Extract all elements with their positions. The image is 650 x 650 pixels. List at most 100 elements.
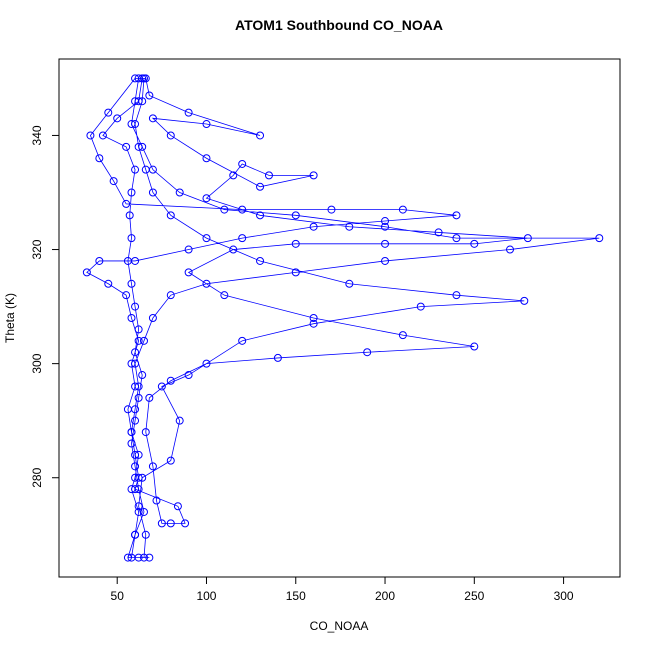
data-point [131,485,140,494]
chart-title: ATOM1 Southbound CO_NOAA [235,17,443,33]
data-point [131,530,140,539]
data-point [309,319,318,328]
data-point [434,228,443,237]
data-point [134,142,143,151]
data-point [452,211,461,220]
x-tick-label: 100 [196,589,216,603]
data-point [109,177,118,186]
data-point [309,222,318,231]
data-point [123,405,132,414]
x-axis-label: CO_NOAA [310,619,369,633]
x-tick-label: 50 [111,589,125,603]
y-tick-label: 340 [30,125,44,145]
data-point [131,165,140,174]
data-point [123,256,132,265]
x-tick-label: 300 [554,589,574,603]
data-point [523,234,532,243]
data-point [184,108,193,117]
data-point [134,502,143,511]
data-point [127,188,136,197]
data-point [134,485,143,494]
data-point [95,256,104,265]
data-point [381,239,390,248]
data-point [184,268,193,277]
data-point [264,171,273,180]
data-point [273,353,282,362]
data-point [125,211,134,220]
data-point [381,256,390,265]
x-tick-label: 150 [286,589,306,603]
data-point [229,171,238,180]
data-point [416,302,425,311]
data-point [148,314,157,322]
data-point [256,211,265,220]
data-point [470,342,479,351]
data-point [238,205,247,214]
data-point [127,120,136,129]
data-point [381,222,390,231]
data-point [291,268,300,277]
data-point [141,530,150,539]
data-point [166,211,175,220]
data-point [166,519,175,528]
data-point [131,462,140,471]
data-point [220,291,229,300]
data-point [452,291,461,300]
data-point [131,450,140,459]
x-tick-label: 250 [464,589,484,603]
data-point [173,502,182,511]
data-point [145,393,154,402]
y-tick-label: 320 [30,239,44,259]
data-point [145,553,154,562]
data-point [127,428,136,437]
data-point [202,154,211,163]
data-point [398,205,407,214]
data-point [82,268,91,277]
data-point [238,336,247,345]
data-point [229,245,238,254]
data-point [139,553,148,562]
data-point [166,291,175,300]
data-point [123,553,132,562]
data-point [595,234,604,243]
data-point [127,314,136,322]
data-point [86,131,95,140]
data-point [134,97,143,106]
data-point [181,519,190,528]
data-point [122,142,131,151]
data-point [138,74,147,83]
data-point [157,382,166,391]
data-point [148,114,157,123]
data-point [134,382,143,391]
data-point [127,359,136,368]
data-point [134,336,143,345]
data-point [113,114,122,123]
data-point [256,182,265,191]
data-point [363,348,372,357]
data-point [127,439,136,448]
plot-frame [58,58,621,578]
data-point [238,234,247,243]
data-point [291,239,300,248]
data-point [157,519,166,528]
data-point [506,245,515,254]
data-point [127,279,136,288]
data-point [131,120,140,129]
data-point [104,279,113,288]
data-point [141,428,150,437]
y-tick-label: 300 [30,353,44,373]
data-point [141,74,150,83]
data-point [134,507,143,516]
data-point [309,314,318,322]
data-point [98,131,107,140]
data-point [152,496,161,505]
data-point [309,171,318,180]
data-point [122,291,131,300]
data-point [381,217,390,226]
data-point [398,331,407,340]
data-point [134,473,143,482]
data-point [138,97,147,106]
